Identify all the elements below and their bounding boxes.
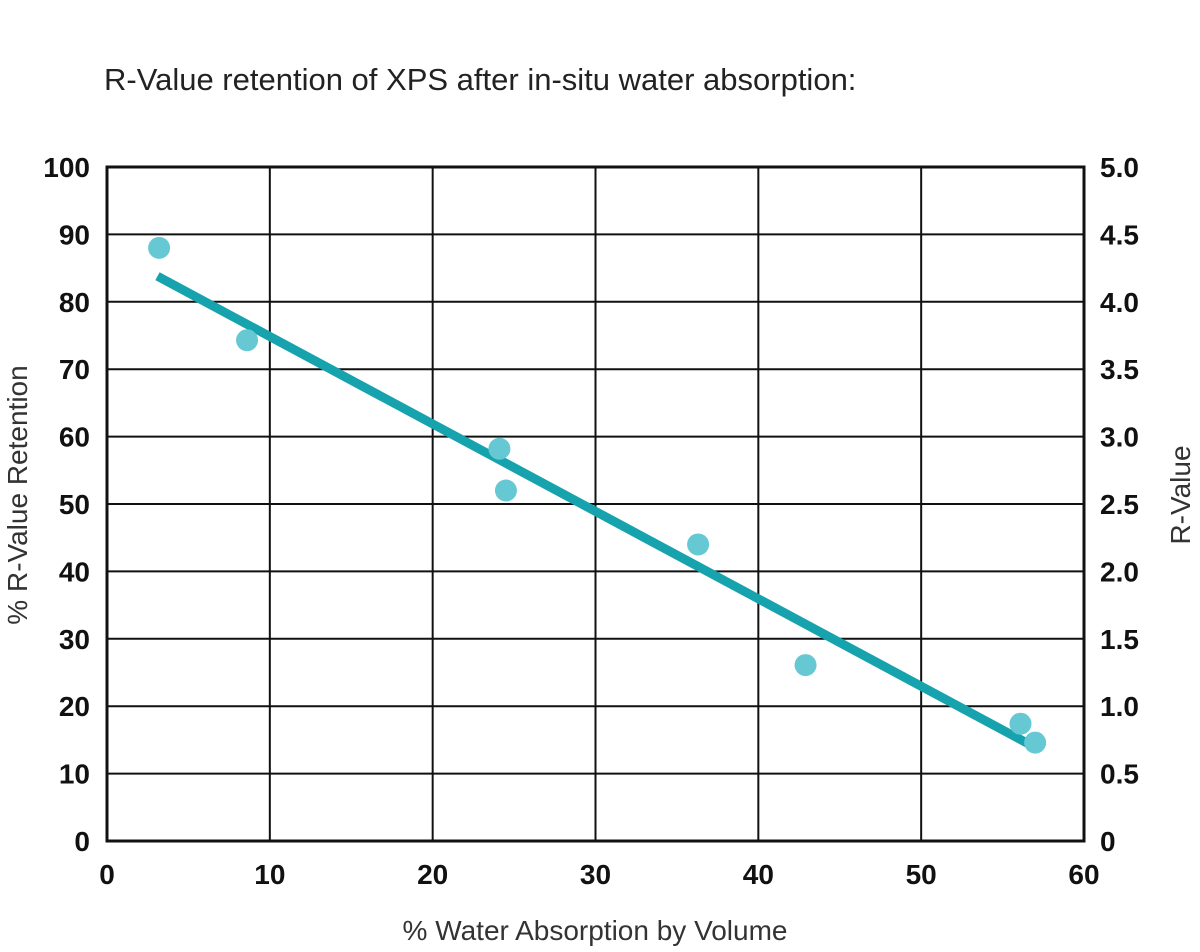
data-series	[148, 236, 1047, 754]
y2-axis-ticks: 0 0.5 1.0 1.5 2.0 2.5 3.0 3.5 4.0 4.5 5.0	[1100, 152, 1139, 857]
y-tick-label: 50	[59, 489, 90, 520]
x-tick-label: 40	[743, 859, 774, 890]
x-tick-label: 20	[417, 859, 448, 890]
y2-tick-label: 1.0	[1100, 691, 1139, 722]
x-tick-label: 50	[906, 859, 937, 890]
data-point	[148, 236, 171, 259]
data-point	[488, 437, 511, 460]
chart-title: R-Value retention of XPS after in-situ w…	[104, 62, 857, 97]
y2-tick-label: 0	[1100, 826, 1116, 857]
y2-tick-label: 0.5	[1100, 759, 1139, 790]
y2-tick-label: 2.5	[1100, 489, 1139, 520]
y2-tick-label: 5.0	[1100, 152, 1139, 183]
x-tick-label: 60	[1068, 859, 1099, 890]
y2-axis-title: R-Value	[1165, 445, 1196, 544]
data-point	[687, 533, 710, 556]
y-tick-label: 20	[59, 691, 90, 722]
y-tick-label: 60	[59, 422, 90, 453]
x-axis-ticks: 0 10 20 30 40 50 60	[99, 859, 1099, 890]
x-tick-label: 30	[580, 859, 611, 890]
y-tick-label: 80	[59, 287, 90, 318]
grid-lines	[107, 167, 1084, 841]
y-axis-title: % R-Value Retention	[2, 365, 33, 624]
y2-tick-label: 4.0	[1100, 287, 1139, 318]
x-tick-label: 10	[254, 859, 285, 890]
y-tick-label: 90	[59, 219, 90, 250]
x-tick-label: 0	[99, 859, 115, 890]
data-point	[236, 329, 259, 352]
data-point	[1024, 731, 1047, 754]
y2-tick-label: 1.5	[1100, 624, 1139, 655]
y-axis-ticks: 0 10 20 30 40 50 60 70 80 90 100	[43, 152, 90, 857]
y-tick-label: 40	[59, 556, 90, 587]
plot-frame	[105, 165, 1086, 843]
y-tick-label: 70	[59, 354, 90, 385]
y2-tick-label: 4.5	[1100, 219, 1139, 250]
y2-tick-label: 3.5	[1100, 354, 1139, 385]
y2-tick-label: 2.0	[1100, 556, 1139, 587]
data-point	[794, 654, 817, 677]
y-tick-label: 10	[59, 759, 90, 790]
x-axis-title: % Water Absorption by Volume	[403, 915, 788, 946]
y-tick-label: 100	[43, 152, 90, 183]
data-point	[494, 479, 517, 502]
y2-tick-label: 3.0	[1100, 422, 1139, 453]
y-tick-label: 0	[74, 826, 90, 857]
data-point	[1009, 712, 1032, 735]
y-tick-label: 30	[59, 624, 90, 655]
trend-line	[155, 272, 1031, 748]
